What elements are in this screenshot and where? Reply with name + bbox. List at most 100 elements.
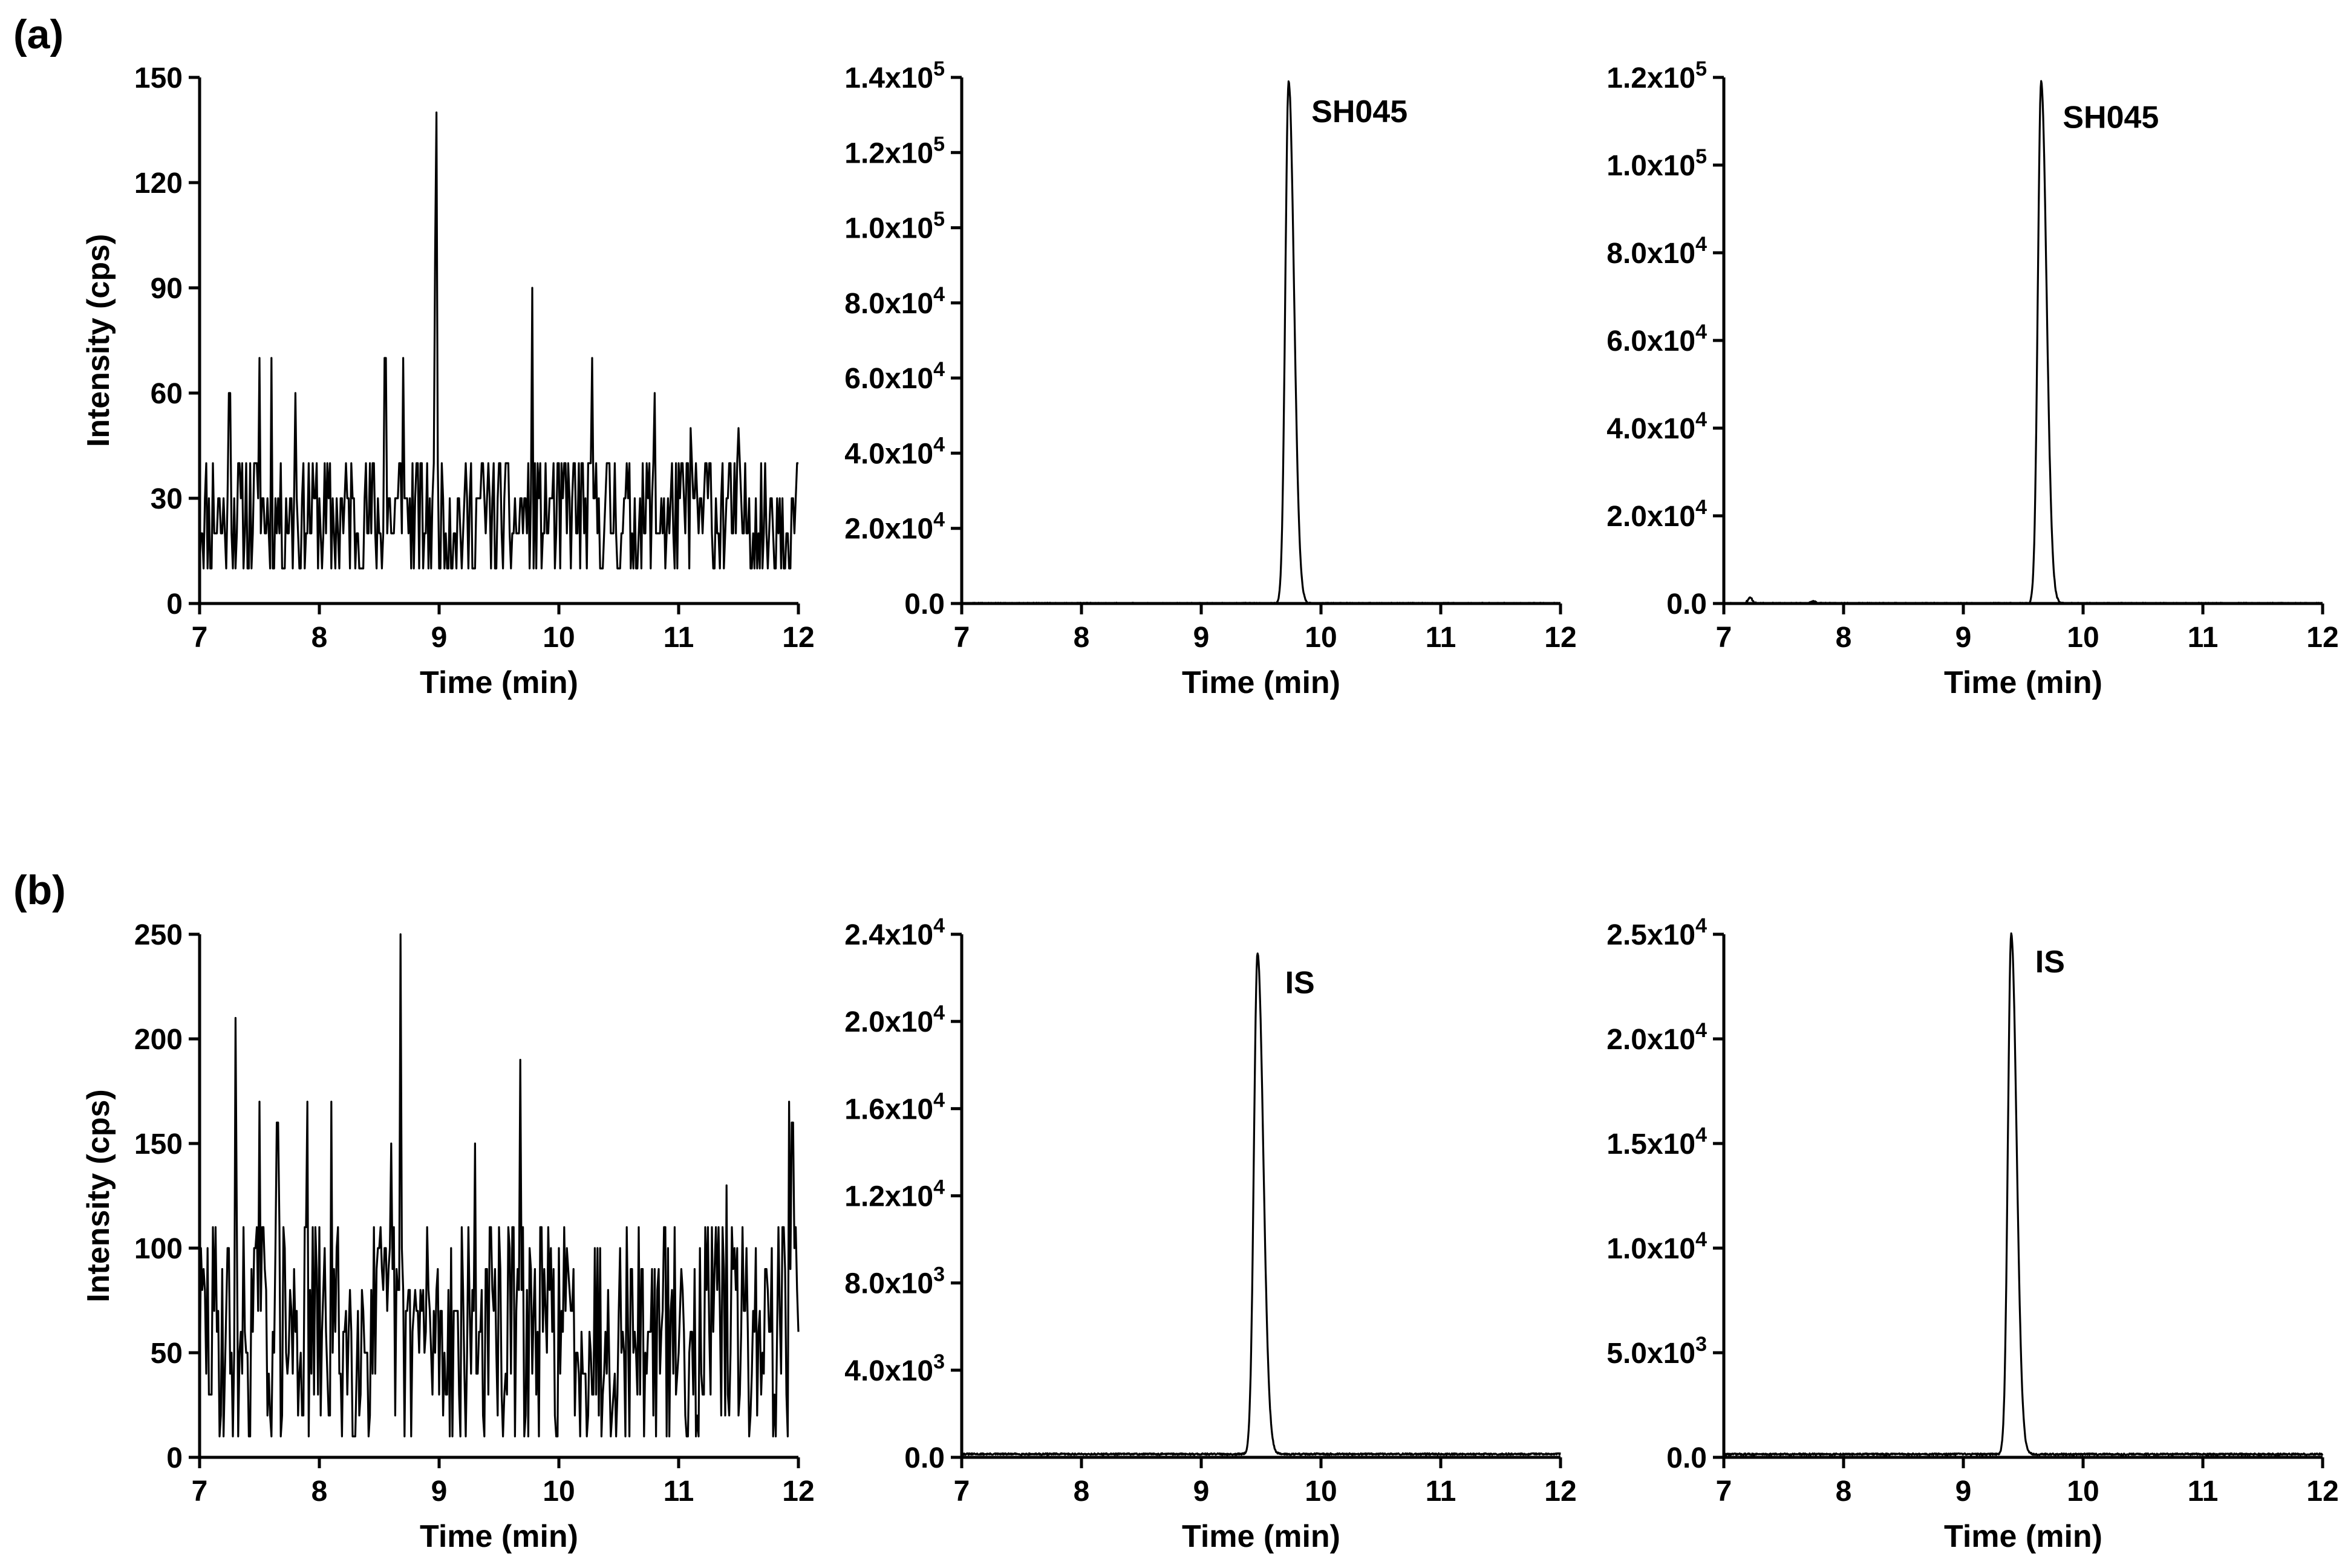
x-tick-label: 9 [1955, 622, 1972, 654]
x-tick-label: 8 [1836, 1475, 1852, 1508]
x-tick-label: 8 [311, 1475, 328, 1508]
x-tick-label: 7 [1716, 622, 1732, 654]
x-tick-label: 12 [782, 1475, 814, 1508]
y-tick-label: 150 [134, 1128, 183, 1160]
x-tick-label: 11 [2188, 622, 2219, 654]
y-axis-title: Intensity (cps) [81, 1089, 116, 1303]
y-tick-label: 2.0x104 [844, 1001, 945, 1038]
y-tick-label: 150 [134, 62, 183, 94]
y-tick-label: 8.0x104 [1606, 233, 1707, 270]
chromatogram-trace [198, 111, 798, 570]
x-tick-label: 8 [311, 622, 328, 654]
x-tick-label: 7 [192, 1475, 208, 1508]
x-axis-title: Time (min) [1182, 665, 1340, 700]
y-tick-label: 8.0x104 [844, 283, 945, 320]
x-axis-title: Time (min) [1182, 1519, 1340, 1554]
y-tick-label: 2.4x104 [844, 914, 945, 951]
x-axis-title: Time (min) [1944, 665, 2102, 700]
y-tick-label: 4.0x104 [1606, 408, 1707, 445]
x-tick-label: 7 [1716, 1475, 1732, 1508]
y-tick-label: 1.6x104 [844, 1088, 945, 1125]
peak-label: SH045 [2063, 100, 2159, 135]
x-tick-label: 11 [1426, 622, 1456, 654]
y-tick-label: 8.0x103 [844, 1263, 945, 1300]
chromatogram-trace [1723, 80, 2323, 605]
y-tick-label: 250 [134, 919, 183, 951]
y-tick-label: 200 [134, 1024, 183, 1056]
y-tick-label: 0.0 [1666, 1442, 1707, 1474]
y-axis-title: Intensity (cps) [81, 234, 116, 447]
x-tick-label: 7 [954, 622, 970, 654]
x-tick-label: 12 [1544, 622, 1576, 654]
x-tick-label: 10 [2067, 622, 2099, 654]
chart-2: 7 8 9 10 11 12 0.0 2.0x104 4.0x104 6.0x104 8.0x104… [844, 57, 1576, 700]
chart-3: 7 8 9 10 11 12 0.0 2.0x104 4.0x104 6.0x104 8.0x104… [1606, 57, 2338, 700]
y-tick-label: 2.0x104 [844, 509, 945, 545]
row-label-b: (b) [13, 867, 66, 913]
x-axis-title: Time (min) [420, 1519, 578, 1554]
y-tick-label: 2.0x104 [1606, 496, 1707, 533]
y-tick-label: 4.0x103 [844, 1350, 945, 1387]
x-tick-label: 9 [1955, 1475, 1972, 1508]
y-tick-label: 1.4x105 [844, 57, 945, 94]
y-tick-label: 120 [134, 168, 183, 200]
x-axis-title: Time (min) [1944, 1519, 2102, 1554]
chromatogram-trace [1723, 932, 2324, 1456]
y-tick-label: 50 [151, 1338, 183, 1370]
axes [1722, 77, 2323, 605]
y-tick-label: 2.5x104 [1606, 914, 1707, 951]
y-tick-label: 1.0x105 [844, 208, 945, 245]
y-tick-label: 4.0x104 [844, 433, 945, 470]
x-tick-label: 9 [1193, 622, 1210, 654]
x-tick-label: 12 [1544, 1475, 1576, 1508]
chart-4: 7 8 9 10 11 12 0 50 100 150 200 250 Time (min) Intens… [81, 919, 815, 1554]
x-tick-label: 9 [1193, 1475, 1210, 1508]
y-tick-label: 1.5x104 [1606, 1124, 1707, 1160]
x-tick-label: 8 [1074, 1475, 1090, 1508]
peak-label: SH045 [1311, 94, 1407, 129]
y-tick-label: 1.0x104 [1606, 1228, 1707, 1265]
y-tick-label: 0 [166, 588, 183, 620]
x-tick-label: 10 [1305, 1475, 1337, 1508]
y-tick-label: 1.2x104 [844, 1176, 945, 1213]
x-tick-label: 8 [1074, 622, 1090, 654]
x-tick-label: 11 [664, 622, 694, 654]
x-tick-label: 11 [2188, 1475, 2219, 1508]
x-tick-label: 12 [2306, 622, 2338, 654]
x-tick-label: 7 [954, 1475, 970, 1508]
x-tick-label: 9 [431, 622, 448, 654]
axes [960, 77, 1561, 605]
y-tick-label: 1.2x105 [844, 132, 945, 169]
x-tick-label: 12 [782, 622, 814, 654]
peak-label: IS [1285, 965, 1315, 1000]
x-tick-label: 8 [1836, 622, 1852, 654]
x-tick-label: 11 [664, 1475, 694, 1508]
chromatogram-trace [961, 952, 1561, 1456]
x-tick-label: 10 [2067, 1475, 2099, 1508]
axes [1722, 934, 2323, 1459]
chart-5: 7 8 9 10 11 12 0.0 4.0x103 8.0x103 1.2x104 1.6x104… [844, 914, 1576, 1554]
y-tick-label: 2.0x104 [1606, 1019, 1707, 1056]
x-tick-label: 11 [1426, 1475, 1456, 1508]
y-tick-label: 0.0 [904, 588, 945, 620]
chromatogram-trace [198, 933, 800, 1437]
y-tick-label: 0.0 [904, 1442, 945, 1474]
x-tick-label: 7 [192, 622, 208, 654]
y-tick-label: 1.2x105 [1606, 57, 1707, 94]
axes [198, 934, 798, 1459]
y-tick-label: 0.0 [1666, 588, 1707, 620]
y-tick-label: 5.0x103 [1606, 1333, 1707, 1370]
x-tick-label: 10 [1305, 622, 1337, 654]
x-axis-title: Time (min) [420, 665, 578, 700]
y-tick-label: 1.0x105 [1606, 145, 1707, 182]
x-tick-label: 10 [543, 1475, 575, 1508]
y-tick-label: 100 [134, 1233, 183, 1265]
row-label-a: (a) [13, 11, 64, 57]
y-tick-label: 6.0x104 [844, 358, 945, 395]
y-tick-label: 0 [166, 1442, 183, 1474]
x-tick-label: 10 [543, 622, 575, 654]
y-tick-label: 90 [151, 273, 183, 305]
